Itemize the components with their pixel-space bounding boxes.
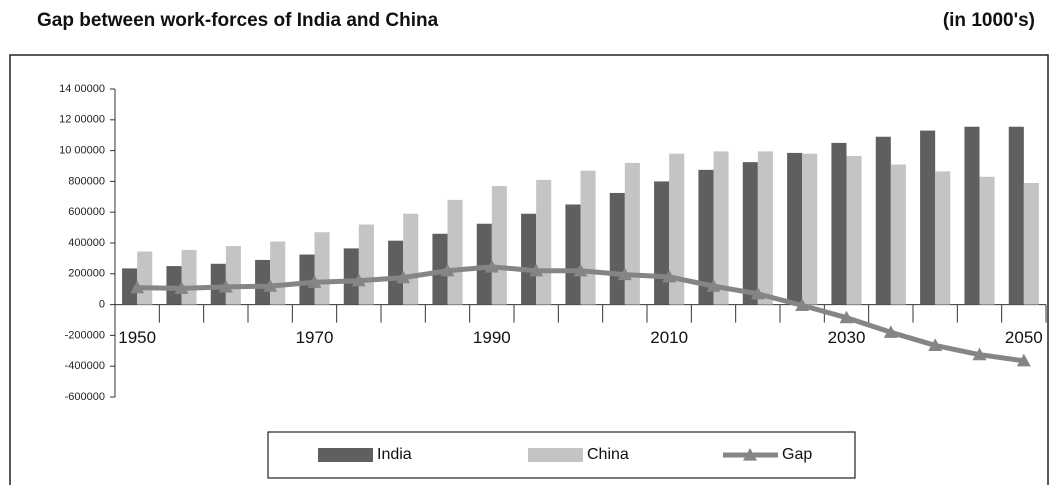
bar: [181, 249, 197, 305]
chart-title: Gap between work-forces of India and Chi…: [37, 10, 439, 31]
legend-swatch: [528, 448, 583, 462]
gap-marker: [440, 263, 455, 277]
bar: [979, 176, 995, 305]
bar: [225, 246, 241, 305]
bar: [802, 153, 818, 305]
gap-marker: [928, 338, 943, 352]
bar: [166, 266, 182, 305]
legend-marker: [743, 448, 757, 461]
gap-marker: [1016, 353, 1031, 367]
bar: [698, 169, 714, 305]
y-tick-label: 10 00000: [59, 145, 105, 157]
bar: [476, 223, 492, 305]
bar: [521, 213, 537, 305]
chart-subtitle: (in 1000's): [943, 10, 1035, 31]
bar: [388, 240, 404, 305]
bar: [713, 151, 729, 305]
bar: [299, 254, 315, 305]
y-tick-label: 800000: [68, 175, 105, 187]
gap-marker: [883, 325, 898, 338]
x-tick-label: 2050: [1005, 328, 1043, 347]
bar: [920, 130, 936, 305]
bar: [314, 232, 330, 305]
bar: [491, 186, 507, 305]
y-tick-label: 0: [99, 299, 105, 311]
y-tick-label: -200000: [65, 329, 105, 341]
bar: [255, 259, 271, 305]
legend-label: India: [377, 446, 412, 463]
x-tick-label: 1990: [473, 328, 511, 347]
gap-marker: [839, 310, 854, 324]
gap-marker: [529, 263, 544, 277]
gap-marker: [795, 298, 810, 311]
bar: [137, 251, 153, 305]
gap-marker: [573, 263, 588, 277]
bar: [1023, 182, 1039, 305]
bar: [964, 126, 980, 305]
gap-marker: [396, 270, 411, 284]
bar: [343, 248, 359, 305]
gap-marker: [972, 347, 987, 361]
legend-swatch: [318, 448, 373, 462]
legend-label: Gap: [782, 446, 812, 463]
chart-frame: [9, 54, 1049, 490]
bar: [270, 241, 286, 305]
gap-marker: [307, 275, 322, 288]
y-tick-label: 400000: [68, 237, 105, 249]
bar: [846, 155, 862, 305]
gap-marker: [351, 273, 366, 287]
bar: [580, 170, 596, 305]
gap-marker: [750, 286, 765, 300]
bar: [358, 224, 374, 305]
bar: [875, 136, 891, 305]
gap-marker: [174, 281, 189, 295]
bar: [565, 204, 581, 305]
x-tick-label: 2030: [828, 328, 866, 347]
gap-marker: [617, 267, 632, 281]
legend-label: China: [587, 446, 629, 463]
bar: [403, 213, 419, 305]
gap-marker: [662, 269, 677, 283]
bar: [210, 263, 226, 305]
bar: [624, 162, 640, 305]
gap-marker: [218, 279, 233, 293]
gap-marker: [484, 259, 499, 273]
y-tick-label: -600000: [65, 391, 105, 403]
bar: [536, 179, 552, 305]
gap-marker: [706, 279, 721, 292]
bar: [609, 192, 625, 305]
y-tick-label: 12 00000: [59, 114, 105, 126]
bar: [831, 142, 847, 305]
y-tick-label: -400000: [65, 360, 105, 372]
bar: [1008, 126, 1024, 305]
bar: [787, 152, 803, 305]
gap-marker: [130, 280, 145, 294]
x-tick-label: 1950: [118, 328, 156, 347]
gap-marker: [263, 279, 278, 292]
bar: [432, 233, 448, 305]
y-tick-label: 200000: [68, 268, 105, 280]
bar: [757, 151, 773, 305]
bar: [935, 171, 951, 305]
bar: [669, 153, 685, 305]
bar: [122, 268, 138, 305]
bar: [654, 181, 670, 305]
y-tick-label: 600000: [68, 206, 105, 218]
x-tick-label: 1970: [296, 328, 334, 347]
bar: [447, 199, 463, 305]
bar: [742, 162, 758, 305]
x-tick-label: 2010: [650, 328, 688, 347]
y-tick-label: 14 00000: [59, 83, 105, 95]
bar: [890, 164, 906, 305]
